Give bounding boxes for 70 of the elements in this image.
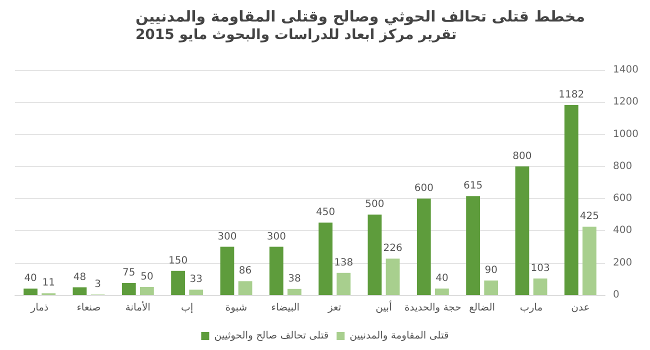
y-tick-label: 0 [613,290,620,300]
y-tick-label: 1400 [613,64,638,76]
bar [140,286,154,295]
data-label: 48 [73,272,86,283]
bar [466,196,480,295]
data-label: 425 [580,211,599,222]
x-tick-label: أبين [376,300,392,314]
x-tick-label: إب [180,302,194,314]
bar [564,105,578,295]
data-label: 300 [266,231,286,242]
x-tick-label: ذمار [30,302,48,314]
bar [171,270,185,295]
bar [269,246,284,295]
bar [515,166,530,295]
bar [318,222,332,295]
x-tick-label: الأمانة [125,300,150,314]
data-label: 86 [238,266,252,277]
x-tick-label: حجة والحديدة [404,302,462,314]
y-tick-label: 400 [613,225,632,236]
data-label: 138 [334,257,354,268]
bar [336,272,351,295]
bar [72,287,87,295]
legend-label: قتلى المقاومة والمدنيين [350,330,450,342]
bar [416,198,431,295]
data-label: 800 [512,150,532,162]
data-label: 103 [530,262,550,274]
bar [189,290,204,295]
y-tick-label: 200 [613,257,632,268]
bar [24,288,38,295]
x-tick-label: عدن [571,302,590,314]
x-tick-label: البيضاء [271,302,300,314]
bar [533,278,548,295]
bar [582,226,596,295]
data-label: 3 [94,279,101,290]
data-label: 50 [140,271,154,282]
data-label: 226 [383,243,402,254]
legend-label: قتلى تحالف صالح والحوثيين [214,330,329,342]
data-label: 450 [316,207,336,218]
x-tick-label: شبوة [225,302,248,314]
data-label: 150 [168,255,188,266]
data-label: 40 [436,273,448,284]
bar [484,280,498,295]
data-label: 75 [122,267,136,278]
data-label: 90 [484,265,498,276]
chart-subtitle: تقرير مركز ابعاد للدراسات والبحوث مايو 2015 [135,27,457,43]
x-tick-label: صنعاء [76,302,101,314]
bar [238,281,252,295]
data-label: 600 [414,183,434,194]
y-tick-label: 1000 [613,128,638,140]
y-tick-label: 600 [613,193,632,204]
data-label: 40 [24,273,37,284]
chart-title: مخطط قتلى تحالف الحوثي وصالح وقتلى المقاومة والمدنيين [135,8,585,26]
data-label: 11 [42,278,55,289]
data-label: 1182 [558,90,584,101]
bar [220,246,234,295]
x-tick-label: الضالع [469,302,496,314]
data-label: 300 [218,231,237,242]
data-label: 615 [464,180,483,192]
bar [122,282,136,295]
y-tick-label: 1200 [613,96,638,108]
y-tick-label: 800 [613,160,632,172]
bar [386,258,400,295]
data-label: 33 [190,274,202,286]
bar [435,288,449,295]
data-label: 500 [365,199,384,210]
x-tick-label: مارب [520,302,543,314]
data-label: 38 [288,273,301,284]
bar [288,288,302,295]
x-tick-label: تعز [327,302,342,314]
bar [368,214,382,295]
